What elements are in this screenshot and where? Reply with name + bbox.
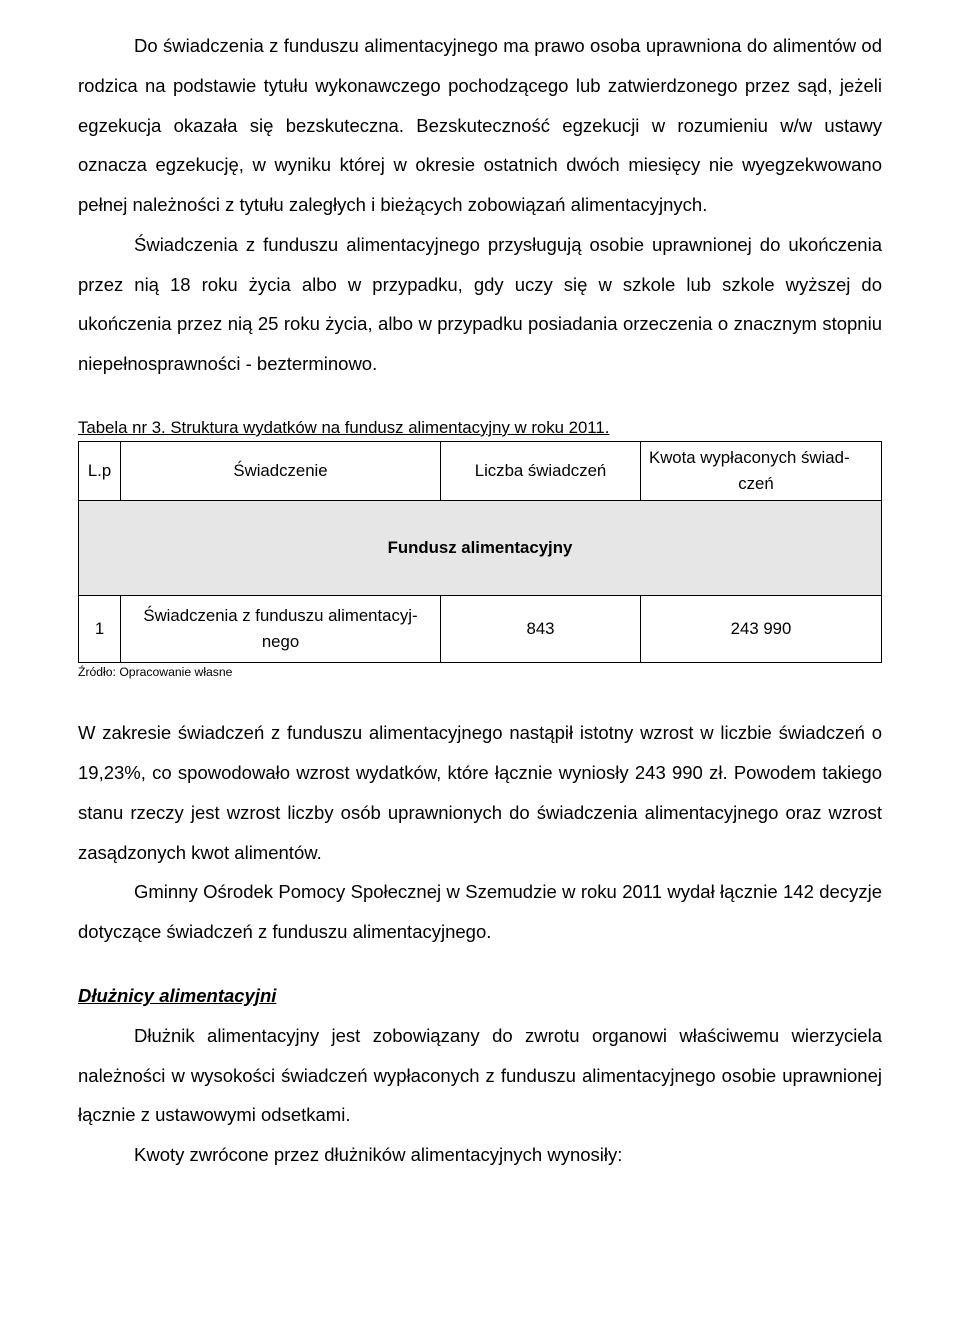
cell-swiadczenie-line2: nego	[262, 632, 299, 651]
header-kwota: Kwota wypłaconych świad- czeń	[641, 442, 882, 501]
paragraph-6: Kwoty zwrócone przez dłużników alimentac…	[78, 1135, 882, 1175]
section-label: Fundusz alimentacyjny	[79, 501, 882, 596]
paragraph-3: W zakresie świadczeń z funduszu alimenta…	[78, 713, 882, 872]
table-section-row: Fundusz alimentacyjny	[79, 501, 882, 596]
header-lp: L.p	[79, 442, 121, 501]
header-swiadczenie: Świadczenie	[121, 442, 441, 501]
table-header-row: L.p Świadczenie Liczba świadczeń Kwota w…	[79, 442, 882, 501]
cell-kwota: 243 990	[641, 596, 882, 663]
cell-lp: 1	[79, 596, 121, 663]
header-kwota-line1: Kwota wypłaconych świad-	[641, 445, 871, 471]
header-liczba: Liczba świadczeń	[441, 442, 641, 501]
cell-swiadczenie: Świadczenia z funduszu alimentacyj- nego	[121, 596, 441, 663]
paragraph-5: Dłużnik alimentacyjny jest zobowiązany d…	[78, 1016, 882, 1135]
document-page: Do świadczenia z funduszu alimentacyjneg…	[0, 0, 960, 1328]
cell-swiadczenie-line1: Świadczenia z funduszu alimentacyj-	[143, 606, 417, 625]
paragraph-1: Do świadczenia z funduszu alimentacyjneg…	[78, 26, 882, 225]
cell-liczba: 843	[441, 596, 641, 663]
paragraph-2: Świadczenia z funduszu alimentacyjnego p…	[78, 225, 882, 384]
table-row: 1 Świadczenia z funduszu alimentacyj- ne…	[79, 596, 882, 663]
paragraph-4: Gminny Ośrodek Pomocy Społecznej w Szemu…	[78, 872, 882, 952]
spacer	[78, 952, 882, 976]
table-source-note: Źródło: Opracowanie własne	[78, 665, 882, 679]
data-table: L.p Świadczenie Liczba świadczeń Kwota w…	[78, 441, 882, 663]
table-caption: Tabela nr 3. Struktura wydatków na fundu…	[78, 416, 882, 440]
section-heading: Dłużnicy alimentacyjni	[78, 976, 882, 1016]
header-kwota-line2: czeń	[641, 471, 871, 497]
spacer	[78, 679, 882, 713]
